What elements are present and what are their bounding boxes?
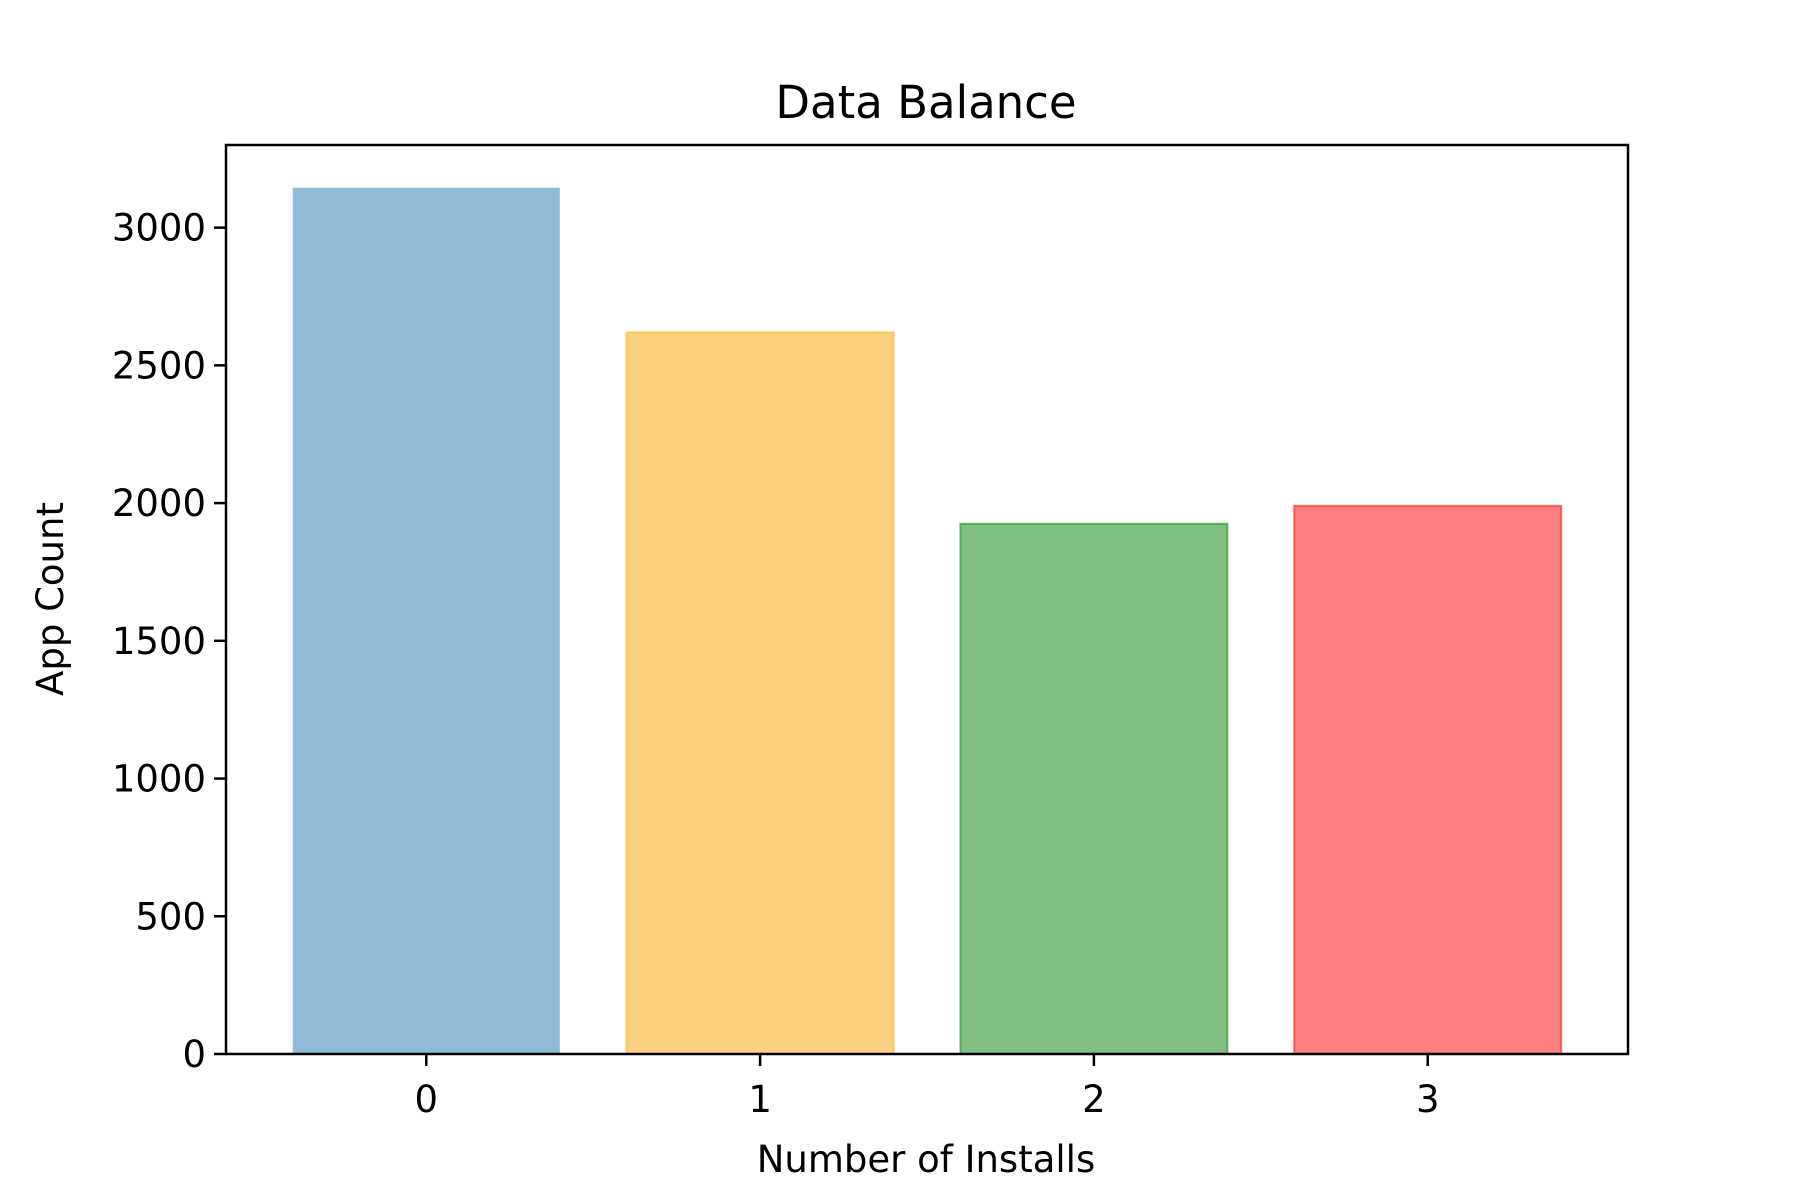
chart-title: Data Balance (775, 76, 1076, 129)
x-tick-label: 3 (1416, 1078, 1440, 1121)
x-tick-label: 1 (748, 1078, 772, 1121)
x-axis-title: Number of Installs (757, 1138, 1095, 1181)
y-tick-label: 1000 (112, 758, 206, 801)
y-tick-label: 500 (135, 895, 206, 938)
y-tick-label: 0 (182, 1033, 206, 1076)
y-tick-label: 2000 (112, 482, 206, 525)
x-axis: 0 1 2 3 (415, 1054, 1440, 1121)
y-axis-title: App Count (29, 502, 72, 696)
bar-2 (959, 522, 1229, 1055)
y-tick-label: 1500 (112, 620, 206, 663)
bar-1 (625, 331, 895, 1055)
y-tick-label: 2500 (112, 344, 206, 387)
x-tick-label: 0 (415, 1078, 439, 1121)
y-axis: 0 500 1000 1500 2000 2500 3000 (112, 207, 226, 1076)
plot-frame (224, 143, 1630, 1056)
bars-group (292, 187, 1563, 1055)
y-tick-label: 3000 (112, 207, 206, 250)
bar-3 (1293, 504, 1563, 1055)
bar-0 (292, 187, 560, 1055)
x-tick-label: 2 (1082, 1078, 1106, 1121)
